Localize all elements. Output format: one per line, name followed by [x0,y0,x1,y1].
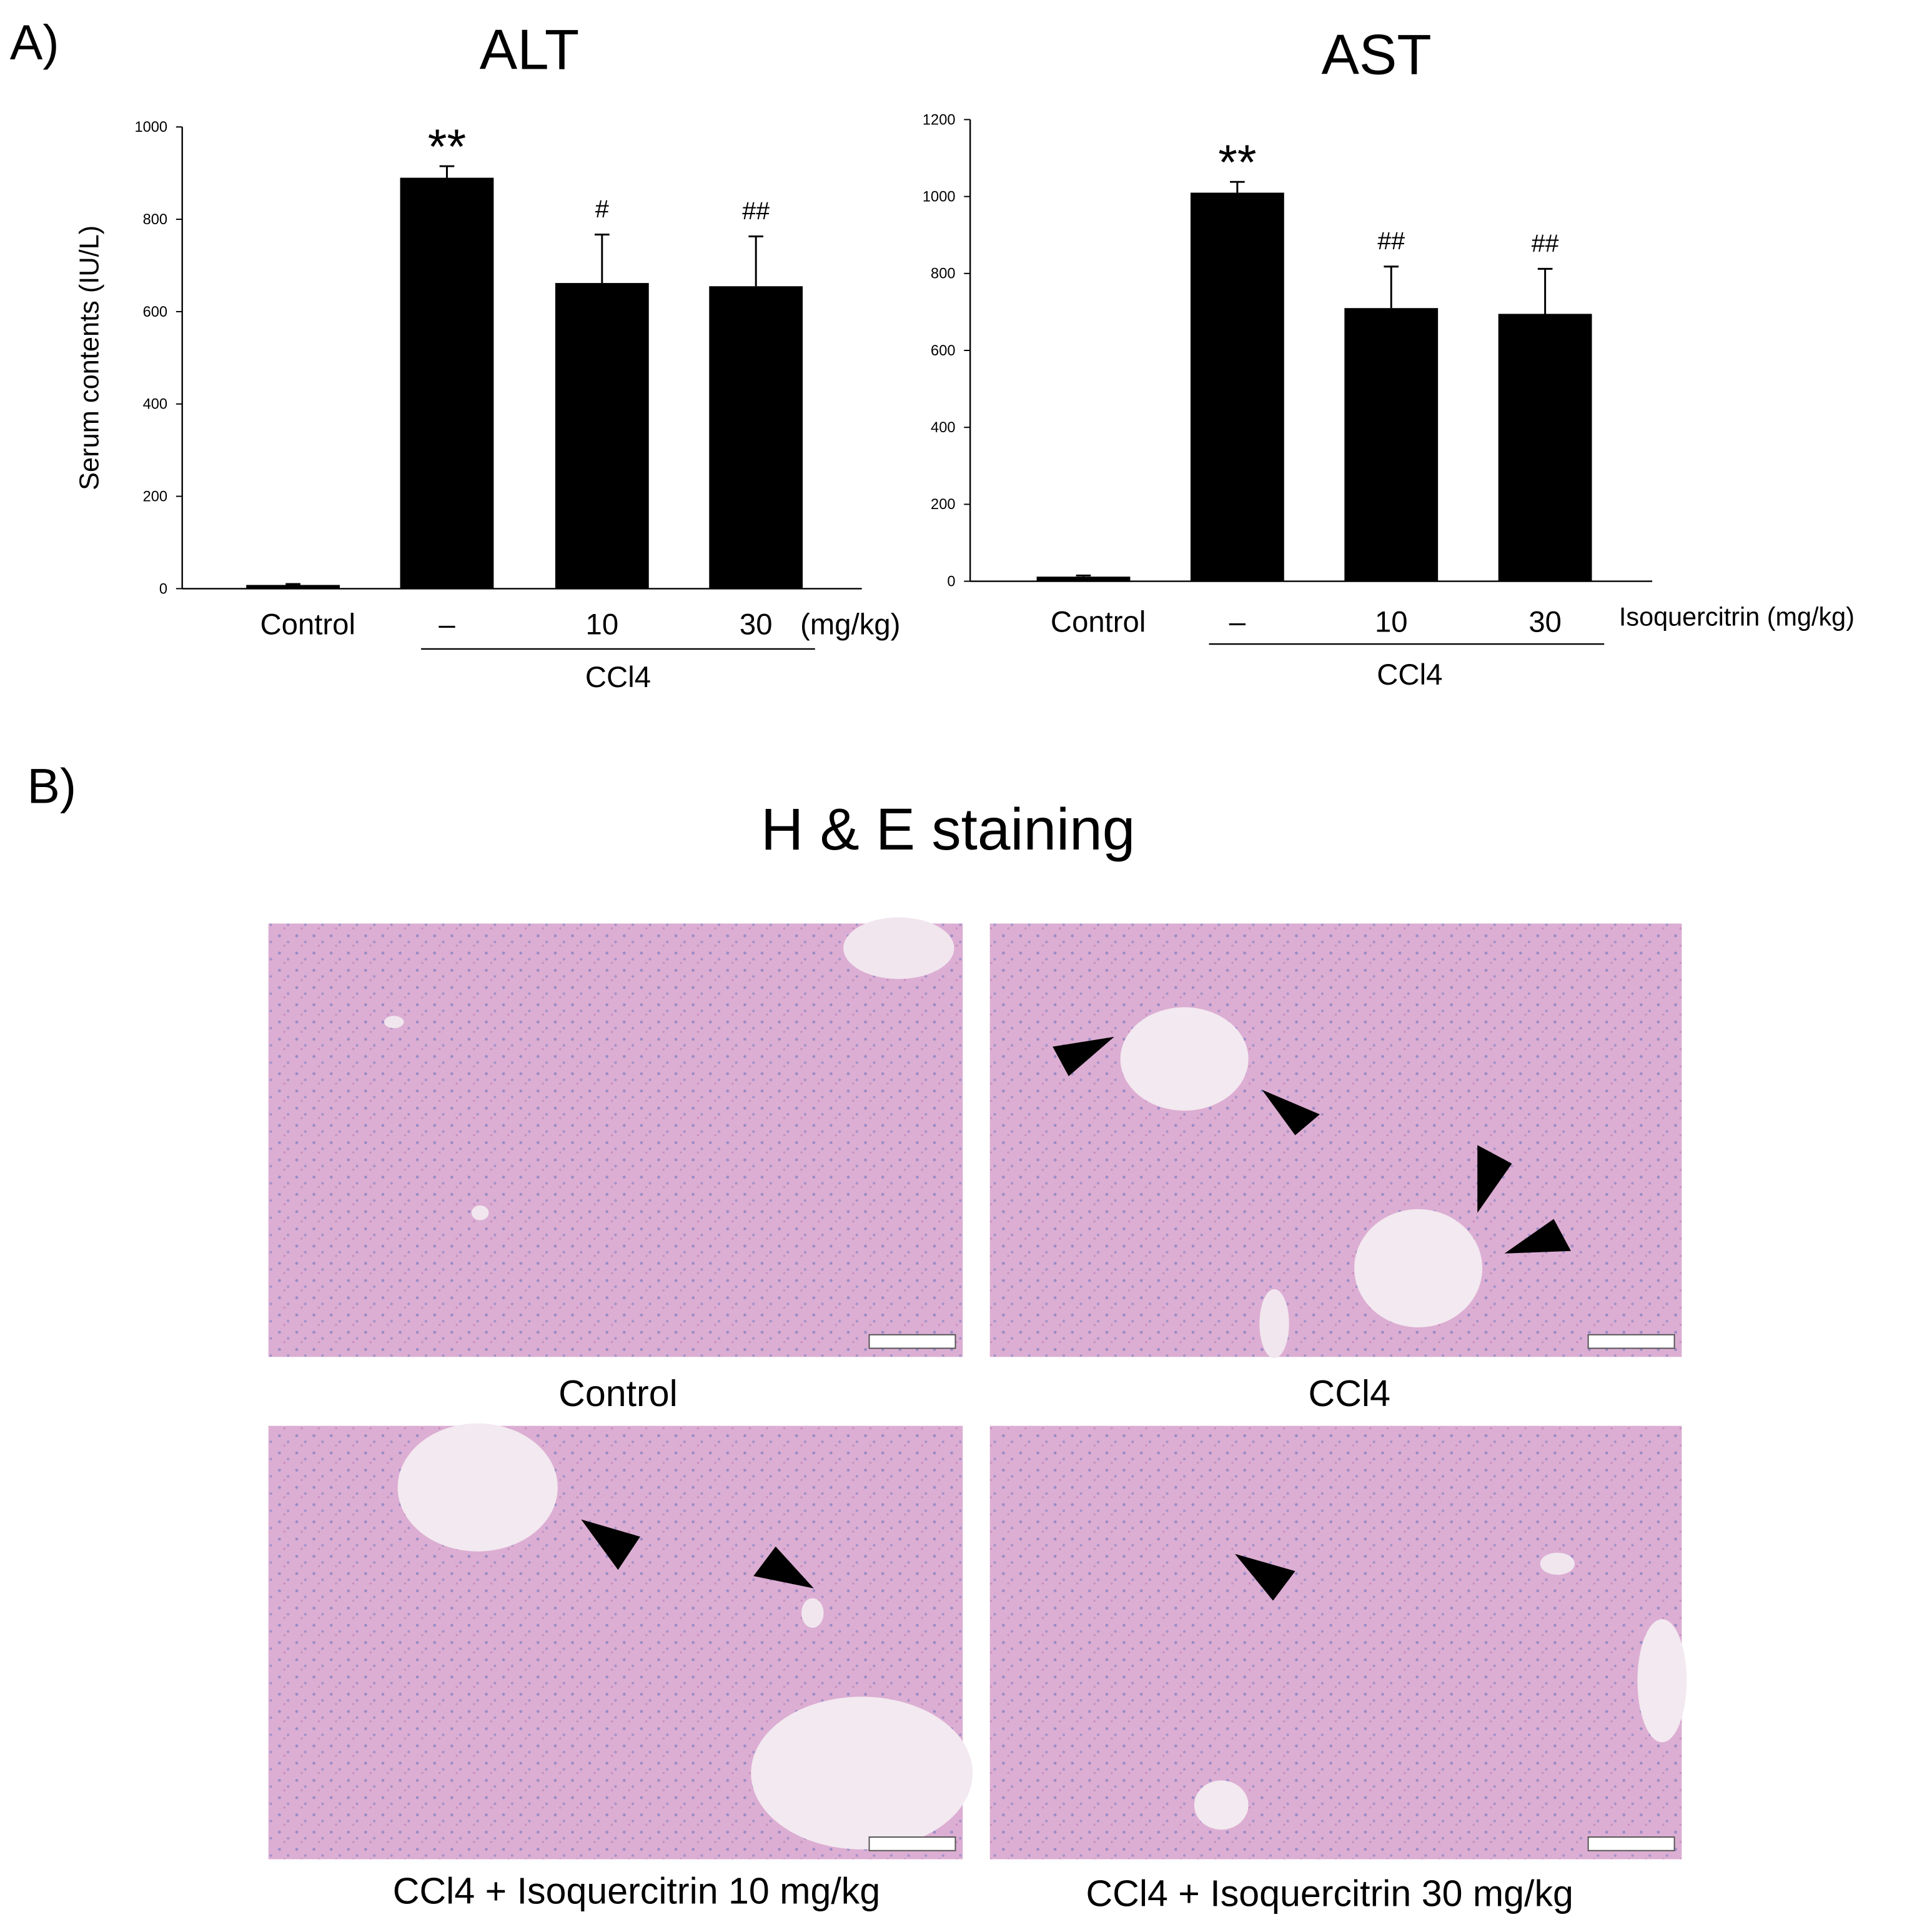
bar [555,283,649,589]
chart-title: ALT [480,19,580,82]
image-caption: Control [558,1372,678,1414]
significance-label: ## [1532,230,1559,257]
x-unit-label: (mg/kg) [800,608,900,641]
panel-label: B) [27,758,76,813]
y-tick-label: 1200 [923,112,956,128]
bar [709,286,803,589]
bar [400,177,494,589]
significance-label: # [595,196,609,223]
x-tick-label: Control [260,608,355,641]
micrograph [268,917,963,1357]
x-tick-label: 10 [586,608,619,641]
bar [1344,308,1439,582]
bar [1190,192,1284,582]
y-tick-label: 0 [947,573,955,590]
y-tick-label: 400 [143,397,167,413]
micrograph [989,923,1682,1359]
y-tick-label: 800 [931,266,955,282]
y-tick-label: 800 [143,212,167,228]
y-tick-label: 600 [931,343,955,359]
x-tick-label: 30 [740,608,773,641]
significance-label: ## [1377,227,1405,255]
image-caption: CCl4 + Isoquercitrin 30 mg/kg [1086,1872,1573,1914]
panel-label: A) [10,15,59,70]
significance-label: ** [1218,135,1256,190]
y-tick-label: 0 [159,581,167,597]
y-tick-label: 200 [143,488,167,505]
group-label: CCl4 [585,661,651,694]
x-tick-label: – [438,608,455,641]
bar [1498,314,1592,582]
image-caption: CCl4 + Isoquercitrin 10 mg/kg [393,1870,880,1911]
y-tick-label: 600 [143,304,167,320]
x-tick-label: – [1229,605,1246,638]
significance-label: ## [742,197,770,225]
bar [1036,577,1131,582]
chart-title: AST [1321,23,1431,86]
y-tick-label: 200 [931,497,955,513]
x-unit-label: Isoquercitrin (mg/kg) [1619,603,1855,632]
micrograph [989,1425,1687,1860]
y-axis-label: Serum contents (IU/L) [75,225,105,490]
x-tick-label: 30 [1528,605,1562,638]
y-tick-label: 1000 [134,119,167,136]
x-tick-label: 10 [1375,605,1408,638]
group-label: CCl4 [1377,658,1442,691]
y-tick-label: 1000 [923,189,956,205]
micrograph [268,1423,973,1860]
x-tick-label: Control [1051,605,1146,638]
significance-label: ** [428,119,466,174]
section-title: H & E staining [761,796,1135,863]
bar [246,585,340,589]
y-tick-label: 400 [931,420,955,436]
image-caption: CCl4 [1309,1372,1390,1414]
